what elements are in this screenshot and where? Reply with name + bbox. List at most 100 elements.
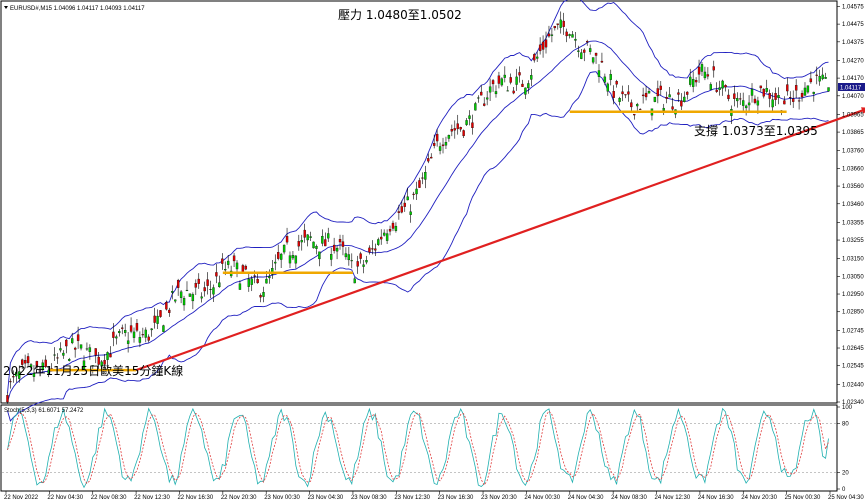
- candle-body: [568, 34, 571, 36]
- candle-body: [359, 253, 362, 259]
- candle-body: [103, 360, 106, 365]
- candle-body: [256, 279, 259, 284]
- candle-body: [600, 60, 604, 63]
- candle-body: [491, 80, 495, 85]
- candle-body: [391, 222, 395, 229]
- candle-body: [153, 315, 156, 323]
- candle-body: [156, 315, 159, 324]
- time-tick-label: 24 Nov 16:30: [698, 495, 734, 501]
- candle-body: [141, 334, 145, 336]
- candle-body: [556, 23, 559, 25]
- candle-body: [179, 291, 183, 298]
- candle-body: [533, 54, 536, 61]
- candle-body: [418, 180, 421, 188]
- candle-body: [624, 94, 627, 96]
- trendline-arrow-icon: [861, 107, 865, 114]
- candle-body: [709, 84, 712, 90]
- price-tick-label: 1.03460: [842, 202, 864, 208]
- trendline[interactable]: [135, 107, 865, 372]
- candle-body: [630, 102, 633, 108]
- bollinger-bands: [7, 0, 829, 422]
- candle-body: [288, 255, 292, 264]
- candle-body: [171, 291, 174, 293]
- price-tick-label: 1.03760: [842, 149, 864, 155]
- candle-body: [88, 347, 92, 352]
- stoch-tick-label: 20: [842, 471, 849, 477]
- stoch-tick-label: 0: [842, 487, 846, 493]
- candle-body: [744, 105, 748, 109]
- time-tick-label: 22 Nov 04:30: [47, 495, 83, 501]
- candle-body: [821, 74, 824, 80]
- candle-body: [459, 127, 462, 130]
- candle-body: [35, 361, 39, 368]
- candlestick-series: [6, 11, 830, 404]
- candle-body: [332, 244, 336, 251]
- candle-body: [777, 95, 780, 98]
- candle-body: [185, 289, 189, 291]
- candle-body: [400, 206, 403, 213]
- time-tick-label: 22 Nov 12:30: [134, 495, 170, 501]
- candle-body: [350, 260, 353, 262]
- candle-body: [79, 344, 83, 349]
- price-tick-label: 1.04375: [842, 40, 864, 46]
- price-tick-label: 1.04575: [842, 4, 864, 10]
- candle-body: [562, 20, 565, 27]
- candle-body: [253, 275, 256, 277]
- candle-body: [818, 76, 821, 82]
- candle-body: [612, 91, 615, 98]
- candle-body: [603, 76, 607, 83]
- candle-body: [577, 50, 580, 52]
- time-tick-label: 24 Nov 08:30: [611, 495, 647, 501]
- bb-middle: [7, 40, 829, 403]
- candle-body: [262, 292, 265, 297]
- candle-body: [435, 133, 439, 142]
- candle-body: [388, 229, 392, 232]
- candle-body: [750, 88, 754, 96]
- candle-body: [382, 232, 386, 236]
- candle-body: [477, 97, 480, 99]
- candle-body: [806, 85, 810, 93]
- candle-body: [789, 97, 792, 98]
- candle-body: [315, 246, 318, 249]
- candle-body: [124, 330, 127, 333]
- stoch-signal-line: [7, 410, 829, 486]
- time-tick-label: 23 Nov 20:30: [481, 495, 517, 501]
- time-tick-label: 23 Nov 04:30: [308, 495, 344, 501]
- price-tick-label: 1.03255: [842, 238, 864, 244]
- candle-body: [762, 88, 765, 97]
- candle-body: [553, 25, 557, 29]
- candle-body: [494, 91, 498, 95]
- candle-body: [759, 85, 763, 89]
- candle-body: [521, 83, 524, 87]
- candle-body: [644, 92, 648, 98]
- candle-body: [32, 373, 36, 377]
- candle-body: [18, 371, 21, 379]
- candle-body: [194, 283, 197, 288]
- candle-body: [633, 113, 636, 116]
- resistance-annotation: 壓力 1.0480至1.0502: [338, 8, 462, 22]
- candle-body: [691, 79, 695, 87]
- candle-body: [259, 295, 262, 298]
- price-tick-label: 1.04475: [842, 22, 864, 28]
- candle-body: [144, 329, 147, 338]
- candle-body: [303, 229, 306, 238]
- candle-body: [159, 310, 162, 317]
- price-axis: 1.04575 1.04475 1.04375 1.04270 1.04170 1.040…: [837, 4, 864, 406]
- candle-body: [771, 99, 774, 108]
- time-tick-label: 22 Nov 20:30: [221, 495, 257, 501]
- chart-menu-arrow-icon[interactable]: [4, 6, 8, 9]
- candle-body: [671, 106, 674, 110]
- main-plot-area[interactable]: [0, 0, 838, 404]
- stoch-tick-label: 100: [842, 405, 853, 411]
- candle-body: [480, 91, 483, 96]
- stoch-axis: 100 80 20 0: [837, 405, 853, 493]
- candle-body: [677, 92, 680, 95]
- candle-body: [450, 128, 454, 132]
- candle-body: [447, 135, 451, 139]
- candle-body: [803, 87, 807, 96]
- candle-body: [409, 211, 412, 215]
- candle-body: [380, 236, 383, 240]
- candle-body: [736, 98, 739, 102]
- candle-body: [639, 108, 642, 110]
